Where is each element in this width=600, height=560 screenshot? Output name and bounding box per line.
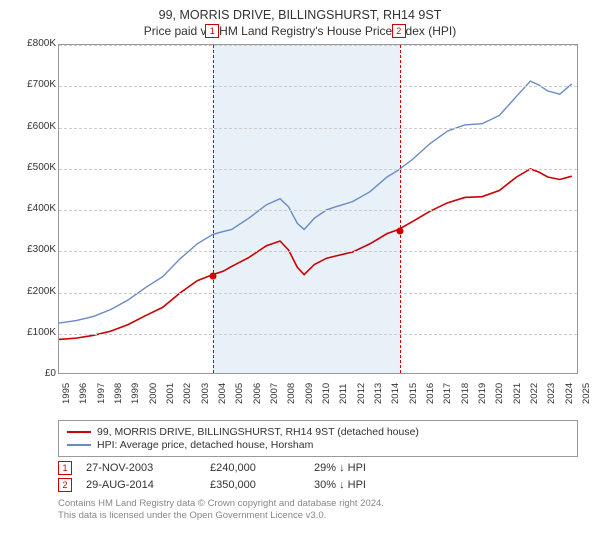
x-axis-label: 2003 xyxy=(200,383,211,404)
line-layer xyxy=(59,45,577,373)
x-axis-label: 2024 xyxy=(564,383,575,404)
legend-label: 99, MORRIS DRIVE, BILLINGSHURST, RH14 9S… xyxy=(97,426,419,438)
sales-row-date: 27-NOV-2003 xyxy=(86,462,196,474)
chart-area: £0£100K£200K£300K£400K£500K£600K£700K£80… xyxy=(10,44,590,414)
x-axis-label: 2023 xyxy=(546,383,557,404)
x-axis-label: 2015 xyxy=(408,383,419,404)
legend-swatch xyxy=(67,444,91,446)
gridline xyxy=(59,169,577,170)
chart-container: 99, MORRIS DRIVE, BILLINGSHURST, RH14 9S… xyxy=(0,0,600,560)
y-axis-label: £500K xyxy=(10,162,56,173)
footer-line1: Contains HM Land Registry data © Crown c… xyxy=(58,498,578,510)
x-axis-label: 2020 xyxy=(494,383,505,404)
chart-title: 99, MORRIS DRIVE, BILLINGSHURST, RH14 9S… xyxy=(10,8,590,22)
legend-swatch xyxy=(67,431,91,433)
gridline xyxy=(59,293,577,294)
sales-row-badge: 1 xyxy=(58,461,72,475)
gridline xyxy=(59,45,577,46)
sale-marker-badge: 1 xyxy=(205,24,219,38)
x-axis-label: 1996 xyxy=(78,383,89,404)
x-axis-label: 2002 xyxy=(182,383,193,404)
series-line-hpi xyxy=(59,81,572,323)
gridline xyxy=(59,210,577,211)
sale-marker-line xyxy=(213,45,214,373)
y-axis-label: £800K xyxy=(10,38,56,49)
series-line-price_paid xyxy=(59,169,572,340)
x-axis-label: 1999 xyxy=(130,383,141,404)
x-axis-label: 2005 xyxy=(234,383,245,404)
gridline xyxy=(59,251,577,252)
x-axis-label: 2008 xyxy=(286,383,297,404)
x-axis-label: 1998 xyxy=(113,383,124,404)
gridline xyxy=(59,128,577,129)
sales-table: 1 27-NOV-2003 £240,000 29% ↓ HPI 2 29-AUG-201… xyxy=(58,461,578,492)
y-axis-label: £700K xyxy=(10,79,56,90)
y-axis-label: £100K xyxy=(10,327,56,338)
plot-region xyxy=(58,44,578,374)
x-axis-label: 1995 xyxy=(61,383,72,404)
x-axis-label: 2017 xyxy=(442,383,453,404)
legend-label: HPI: Average price, detached house, Hors… xyxy=(97,439,313,451)
footer-line2: This data is licensed under the Open Gov… xyxy=(58,510,578,522)
sales-row-price: £350,000 xyxy=(210,479,300,491)
x-axis-label: 2021 xyxy=(512,383,523,404)
sale-marker-line xyxy=(400,45,401,373)
gridline xyxy=(59,86,577,87)
sale-marker-dot xyxy=(210,273,217,280)
x-axis-label: 2011 xyxy=(338,384,349,404)
x-axis-label: 2025 xyxy=(581,383,592,404)
x-axis-label: 2007 xyxy=(269,383,280,404)
gridline xyxy=(59,334,577,335)
sales-row: 1 27-NOV-2003 £240,000 29% ↓ HPI xyxy=(58,461,578,475)
sale-marker-dot xyxy=(396,227,403,234)
x-axis-label: 2000 xyxy=(148,383,159,404)
x-axis-label: 2001 xyxy=(165,383,176,404)
sales-row-diff: 30% ↓ HPI xyxy=(314,479,414,491)
x-axis-label: 2013 xyxy=(373,383,384,404)
sales-row-badge: 2 xyxy=(58,478,72,492)
x-axis-label: 2012 xyxy=(356,383,367,404)
x-axis-label: 2016 xyxy=(425,383,436,404)
y-axis-label: £400K xyxy=(10,203,56,214)
x-axis-label: 2022 xyxy=(529,383,540,404)
x-axis-label: 2019 xyxy=(477,383,488,404)
x-axis-label: 2009 xyxy=(304,383,315,404)
sales-row: 2 29-AUG-2014 £350,000 30% ↓ HPI xyxy=(58,478,578,492)
chart-subtitle: Price paid vs. HM Land Registry's House … xyxy=(10,24,590,38)
y-axis-label: £600K xyxy=(10,121,56,132)
footer-attribution: Contains HM Land Registry data © Crown c… xyxy=(58,498,578,523)
y-axis-label: £300K xyxy=(10,244,56,255)
x-axis-label: 2018 xyxy=(460,383,471,404)
legend-item: HPI: Average price, detached house, Hors… xyxy=(67,439,569,451)
legend-item: 99, MORRIS DRIVE, BILLINGSHURST, RH14 9S… xyxy=(67,426,569,438)
sales-row-diff: 29% ↓ HPI xyxy=(314,462,414,474)
sale-marker-badge: 2 xyxy=(392,24,406,38)
legend: 99, MORRIS DRIVE, BILLINGSHURST, RH14 9S… xyxy=(58,420,578,457)
x-axis-label: 2014 xyxy=(390,383,401,404)
x-axis-label: 2006 xyxy=(252,383,263,404)
x-axis-label: 2004 xyxy=(217,383,228,404)
y-axis-label: £0 xyxy=(10,368,56,379)
y-axis-label: £200K xyxy=(10,286,56,297)
x-axis-label: 2010 xyxy=(321,383,332,404)
sales-row-price: £240,000 xyxy=(210,462,300,474)
x-axis-label: 1997 xyxy=(96,383,107,404)
sales-row-date: 29-AUG-2014 xyxy=(86,479,196,491)
